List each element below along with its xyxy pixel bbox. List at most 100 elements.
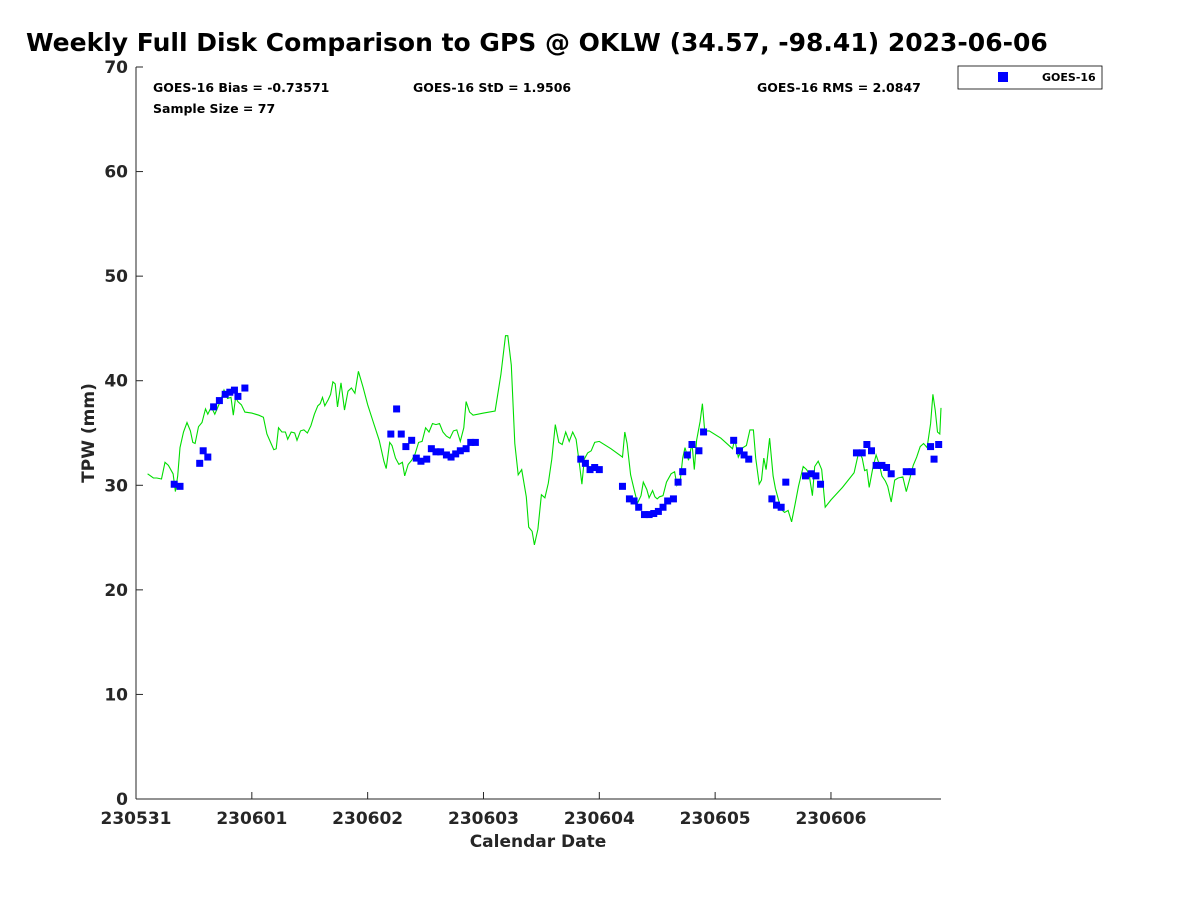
data-point: [645, 511, 653, 519]
data-point: [878, 461, 886, 469]
data-point: [777, 503, 785, 511]
sample-size-annotation: Sample Size = 77: [153, 101, 275, 116]
data-point: [432, 448, 440, 456]
data-point: [196, 459, 204, 467]
y-axis-label: TPW (mm): [79, 383, 99, 483]
data-point: [452, 450, 460, 458]
data-point: [423, 455, 431, 463]
x-tick-label: 230531: [101, 809, 172, 829]
data-point: [773, 501, 781, 509]
data-point: [887, 470, 895, 478]
data-point: [577, 455, 585, 463]
data-point: [402, 443, 410, 451]
data-point: [674, 478, 682, 486]
data-point: [427, 445, 435, 453]
data-point: [462, 445, 470, 453]
std-annotation: GOES-16 StD = 1.9506: [413, 80, 571, 95]
data-point: [735, 447, 743, 455]
data-point: [930, 455, 938, 463]
data-point: [226, 388, 234, 396]
x-axis-label: Calendar Date: [470, 832, 607, 852]
data-point: [199, 447, 207, 455]
data-point: [625, 495, 633, 503]
data-point: [883, 464, 891, 472]
y-tick-label: 70: [104, 58, 128, 78]
data-point: [801, 472, 809, 480]
data-point: [669, 495, 677, 503]
data-point: [782, 478, 790, 486]
data-point: [581, 459, 589, 467]
data-point: [740, 451, 748, 459]
y-tick-label: 30: [104, 476, 128, 496]
data-point: [654, 507, 662, 515]
data-point: [595, 466, 603, 474]
y-tick-label: 10: [104, 685, 128, 705]
chart-title: Weekly Full Disk Comparison to GPS @ OKL…: [26, 28, 1048, 57]
data-point: [868, 447, 876, 455]
data-point: [768, 495, 776, 503]
data-point: [210, 403, 218, 411]
data-point: [408, 436, 416, 444]
data-point: [230, 386, 238, 394]
data-point: [927, 443, 935, 451]
data-point: [908, 468, 916, 476]
data-point: [852, 449, 860, 457]
data-point: [234, 392, 242, 400]
x-tick-label: 230605: [680, 809, 751, 829]
y-tick-label: 0: [116, 790, 128, 810]
legend-label-goes16: GOES-16: [1042, 71, 1096, 84]
data-point: [659, 503, 667, 511]
data-point: [902, 468, 910, 476]
data-point: [858, 449, 866, 457]
data-point: [471, 438, 479, 446]
data-point: [618, 482, 626, 490]
data-point: [437, 448, 445, 456]
series-line-gps: [147, 335, 942, 546]
x-tick-label: 230606: [795, 809, 866, 829]
data-point: [442, 451, 450, 459]
data-point: [745, 455, 753, 463]
data-point: [393, 405, 401, 413]
data-point: [215, 397, 223, 405]
data-point: [417, 457, 425, 465]
data-point: [935, 441, 943, 449]
bias-annotation: GOES-16 Bias = -0.73571: [153, 80, 329, 95]
data-point: [397, 430, 405, 438]
data-point: [688, 441, 696, 449]
data-point: [412, 454, 420, 462]
data-point: [863, 441, 871, 449]
y-tick-label: 20: [104, 581, 128, 601]
x-tick-label: 230604: [564, 809, 635, 829]
x-tick-label: 230602: [332, 809, 403, 829]
legend: GOES-16: [957, 65, 1103, 90]
legend-box: [957, 65, 1103, 90]
y-tick-label: 60: [104, 163, 128, 183]
data-point: [679, 468, 687, 476]
data-point: [591, 464, 599, 472]
data-point: [456, 447, 464, 455]
data-point: [176, 482, 184, 490]
x-tick-label: 230603: [448, 809, 519, 829]
data-point: [695, 447, 703, 455]
data-point: [170, 480, 178, 488]
data-point: [635, 503, 643, 511]
data-point: [650, 510, 658, 518]
y-tick-label: 50: [104, 267, 128, 287]
data-point: [812, 472, 820, 480]
data-point: [630, 497, 638, 505]
plot-area: 0 10 20 30 40 50 60 70 230531 230601 230602 230603 2…: [101, 58, 943, 829]
data-point: [683, 451, 691, 459]
legend-marker-goes16: [998, 72, 1008, 82]
data-point: [221, 390, 229, 398]
data-point: [387, 430, 395, 438]
data-point: [817, 480, 825, 488]
rms-annotation: GOES-16 RMS = 2.0847: [757, 80, 921, 95]
data-point: [807, 470, 815, 478]
data-point: [664, 497, 672, 505]
data-point: [241, 384, 249, 392]
data-point: [586, 466, 594, 474]
data-point: [730, 436, 738, 444]
y-tick-label: 40: [104, 372, 128, 392]
data-point: [700, 428, 708, 436]
